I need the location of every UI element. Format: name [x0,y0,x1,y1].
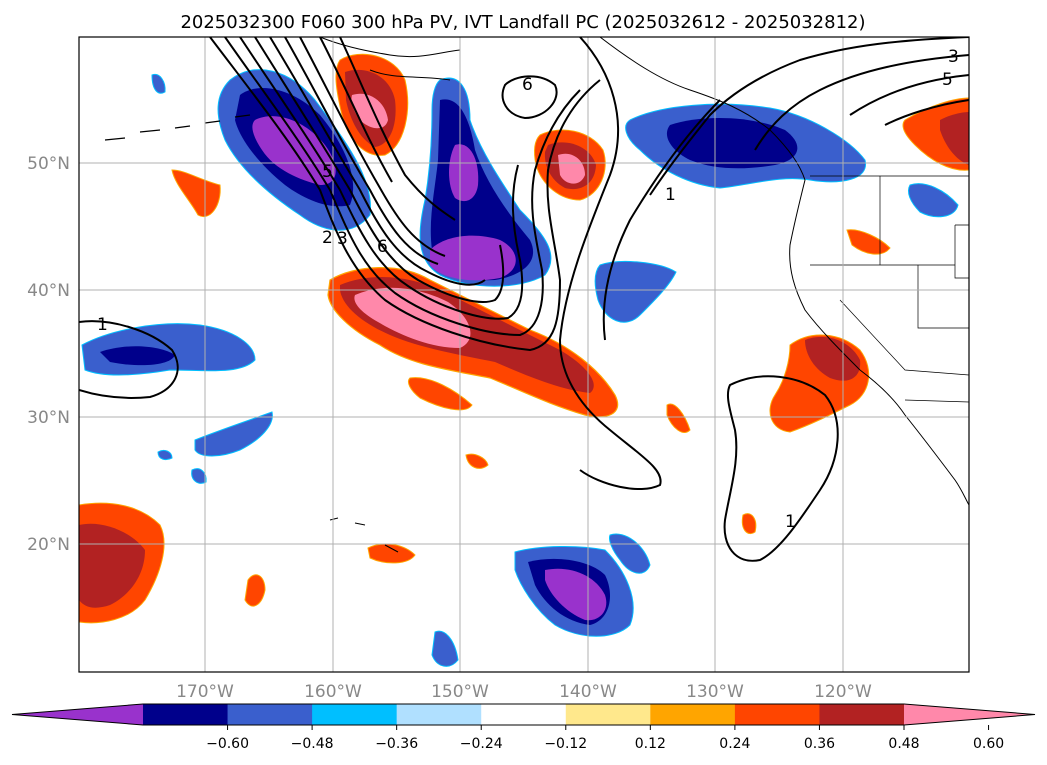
positive-anomaly-shading [79,53,969,624]
contour-label: 1 [97,315,108,335]
lat-label: 40°N [27,281,70,301]
contour-label: 2 [322,228,333,248]
negative-blob-south-center [545,568,607,621]
colorbar-segment [312,704,398,725]
aleutian-islands [104,114,251,141]
positive-blob-small-1 [171,169,221,218]
colorbar-tick-label: −0.24 [460,736,503,752]
contour-labels: 6 5 3 2 6 1 1 1 5 3 [97,47,959,532]
negative-blob-oregon [907,183,959,218]
colorbar-segment [734,704,820,725]
colorbar-extend-low [12,704,143,725]
positive-blob-baja-mid [805,336,861,381]
contour-label: 5 [322,162,333,182]
negative-anomaly-shading [81,69,959,667]
map-title: 2025032300 F060 300 hPa PV, IVT Landfall… [180,12,865,33]
negative-blob-gulf-core [666,118,798,169]
colorbar-tick-label: −0.36 [375,736,418,752]
negative-blob-sw-pacific [194,411,273,457]
colorbar-segments [11,703,1036,726]
lat-label: 30°N [27,408,70,428]
contour-label: 1 [785,512,796,532]
colorbar-tick-label: 0.24 [719,736,750,752]
positive-blob-ne-core [940,112,969,165]
contour-1-large [558,37,662,491]
pv-contours [79,37,969,562]
contour-label: 6 [522,75,533,95]
lon-label: 160°W [304,682,362,702]
colorbar-segment [481,704,567,725]
colorbar-segment [396,704,482,725]
contour-6-ridge [501,75,558,120]
positive-blob-small-5 [244,574,266,607]
lon-label: 130°W [686,682,744,702]
positive-blob-north-2-core [558,153,585,184]
colorbar-segment [819,704,905,725]
latitude-labels: 50°N 40°N 30°N 20°N [27,154,70,555]
contour-label: 1 [665,185,676,205]
colorbar-ticks: −0.60 −0.48 −0.36 −0.24 −0.12 0.12 0.24 0.36 0.4… [206,725,1004,752]
lon-label: 170°W [176,682,234,702]
colorbar-tick-label: −0.60 [206,736,249,752]
positive-band-main-core [354,287,471,348]
negative-blob-w-pacific-core [100,346,175,366]
colorbar-tick-label: 0.36 [804,736,835,752]
positive-blob-small-2 [407,377,473,411]
negative-blob-small-4 [157,449,173,461]
contour-1-southeast [723,375,839,562]
contour-1-east [649,37,969,196]
coastlines [104,37,969,553]
north-america-coast [599,37,969,506]
positive-blob-small-7 [741,513,757,535]
contour-6-trough-outer [209,37,601,352]
colorbar-tick-label: 0.48 [888,736,919,752]
contour-label: 6 [377,237,388,257]
contour-label: 3 [337,229,348,249]
colorbar-tick-label: 0.60 [973,736,1004,752]
lat-label: 20°N [27,535,70,555]
gridlines [79,37,969,672]
colorbar-tick-label: −0.12 [544,736,587,752]
contour-label: 5 [942,70,953,90]
colorbar-segment [143,704,229,725]
lat-label: 50°N [27,154,70,174]
positive-blob-small-3 [465,453,489,469]
longitude-labels: 170°W 160°W 150°W 140°W 130°W 120°W [176,682,872,702]
positive-blob-small-6 [666,403,691,433]
colorbar-outline [11,703,1036,726]
contour-1-west [79,320,179,399]
colorbar-tick-label: 0.12 [635,736,666,752]
lon-label: 150°W [431,682,489,702]
negative-blob-central-core [430,99,534,281]
state-borders [810,175,969,403]
colorbar-segment [227,704,313,725]
colorbar-tick-label: −0.48 [291,736,334,752]
colorbar-segment [565,704,651,725]
colorbar: −0.60 −0.48 −0.36 −0.24 −0.12 0.12 0.24 0.36 0.4… [11,703,1036,752]
negative-blob-mid-east [594,260,677,323]
negative-blob-small-3 [431,630,459,667]
lon-label: 140°W [559,682,617,702]
colorbar-extend-high [904,704,1035,725]
lon-label: 120°W [814,682,872,702]
positive-blob-west-core [79,523,145,608]
alaska-coast [319,37,461,81]
map-area: 6 5 3 2 6 1 1 1 5 3 [79,37,969,672]
negative-blob-central-center-b [430,235,516,281]
hawaii-islands [329,517,399,553]
negative-blob-small-5 [191,468,207,484]
negative-blob-central-center-a [449,144,479,202]
positive-blob-small-8 [846,229,891,255]
map-frame [78,36,970,673]
contour-label: 3 [948,47,959,67]
negative-blob-small-1 [151,73,166,94]
colorbar-segment [650,704,736,725]
